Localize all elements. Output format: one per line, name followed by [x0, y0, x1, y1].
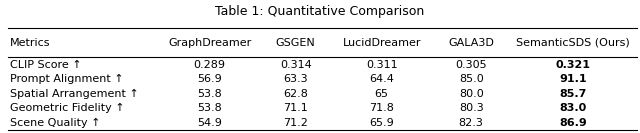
Text: Metrics: Metrics: [10, 38, 51, 48]
Text: 80.3: 80.3: [459, 103, 483, 113]
Text: 71.8: 71.8: [369, 103, 394, 113]
Text: 53.8: 53.8: [197, 103, 222, 113]
Text: Table 1: Quantitative Comparison: Table 1: Quantitative Comparison: [216, 5, 424, 18]
Text: 85.7: 85.7: [559, 89, 586, 99]
Text: 71.2: 71.2: [284, 118, 308, 128]
Text: CLIP Score ↑: CLIP Score ↑: [10, 59, 82, 70]
Text: GSGEN: GSGEN: [276, 38, 316, 48]
Text: 0.289: 0.289: [194, 59, 226, 70]
Text: SemanticSDS (Ours): SemanticSDS (Ours): [516, 38, 630, 48]
Text: 82.3: 82.3: [459, 118, 484, 128]
Text: 80.0: 80.0: [459, 89, 483, 99]
Text: GALA3D: GALA3D: [448, 38, 494, 48]
Text: 63.3: 63.3: [284, 74, 308, 84]
Text: Scene Quality ↑: Scene Quality ↑: [10, 118, 100, 128]
Text: 53.8: 53.8: [197, 89, 222, 99]
Text: 54.9: 54.9: [197, 118, 222, 128]
Text: 0.311: 0.311: [366, 59, 397, 70]
Text: 62.8: 62.8: [284, 89, 308, 99]
Text: 83.0: 83.0: [559, 103, 586, 113]
Text: 85.0: 85.0: [459, 74, 483, 84]
Text: 65.9: 65.9: [369, 118, 394, 128]
Text: 56.9: 56.9: [197, 74, 222, 84]
Text: GraphDreamer: GraphDreamer: [168, 38, 252, 48]
Text: 0.314: 0.314: [280, 59, 312, 70]
Text: 65: 65: [374, 89, 388, 99]
Text: 64.4: 64.4: [369, 74, 394, 84]
Text: 0.305: 0.305: [455, 59, 487, 70]
Text: 91.1: 91.1: [559, 74, 587, 84]
Text: Spatial Arrangement ↑: Spatial Arrangement ↑: [10, 89, 139, 99]
Text: 0.321: 0.321: [556, 59, 590, 70]
Text: 71.1: 71.1: [284, 103, 308, 113]
Text: Prompt Alignment ↑: Prompt Alignment ↑: [10, 74, 124, 84]
Text: LucidDreamer: LucidDreamer: [342, 38, 421, 48]
Text: Geometric Fidelity ↑: Geometric Fidelity ↑: [10, 103, 125, 113]
Text: 86.9: 86.9: [559, 118, 587, 128]
